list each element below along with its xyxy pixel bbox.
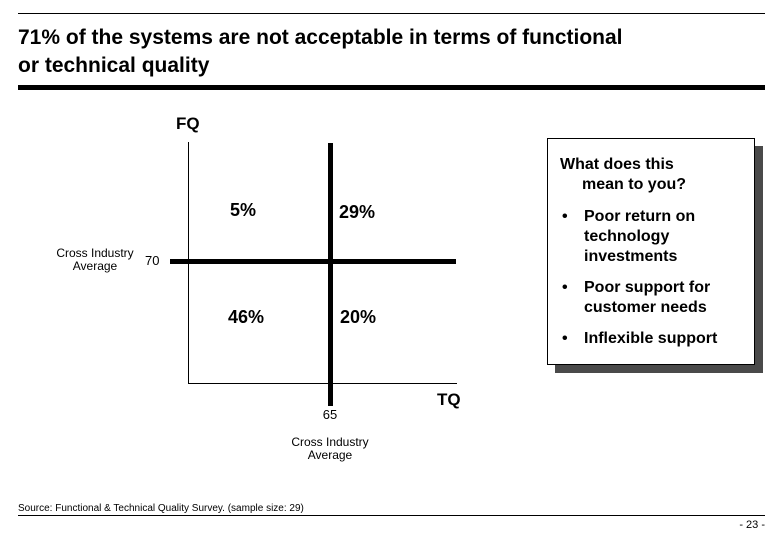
fq-average-reference-line [170, 259, 456, 264]
callout-bullet-text: Poor support for customer needs [584, 279, 711, 316]
bullet-icon: • [562, 208, 568, 225]
slide-title: 71% of the systems are not acceptable in… [18, 26, 623, 77]
callout-bullet-item: • Inflexible support [560, 329, 746, 349]
quadrant-value-top-right: 29% [338, 202, 376, 222]
tq-average-value: 65 [322, 407, 338, 422]
callout-bullet-text: Poor return on technology investments [584, 208, 696, 265]
callout-box: What does this mean to you? • Poor retur… [547, 138, 755, 365]
quadrant-value-bottom-right: 20% [339, 307, 377, 327]
quadrant-value-top-left: 5% [229, 200, 256, 220]
fq-average-value: 70 [145, 253, 160, 268]
page-number: - 23 - [739, 519, 765, 531]
tq-average-reference-line [328, 143, 333, 406]
header-top-rule [18, 13, 765, 14]
callout-bullet-item: • Poor support for customer needs [560, 278, 746, 318]
y-axis-label-fq: FQ [176, 114, 200, 133]
callout-bullet-item: • Poor return on technology investments [560, 207, 746, 267]
source-note: Source: Functional & Technical Quality S… [18, 503, 304, 514]
x-axis-line [188, 383, 457, 384]
callout-header: What does this mean to you? [560, 156, 687, 193]
bullet-icon: • [562, 279, 568, 296]
header-bottom-rule [18, 85, 765, 90]
fq-average-label: Cross Industry Average [56, 246, 134, 273]
tq-average-label: Cross Industry Average [291, 435, 369, 462]
callout-bullet-text: Inflexible support [584, 330, 718, 347]
footer-rule [18, 515, 765, 516]
x-axis-label-tq: TQ [437, 390, 461, 409]
bullet-icon: • [562, 330, 568, 347]
quadrant-value-bottom-left: 46% [227, 307, 265, 327]
